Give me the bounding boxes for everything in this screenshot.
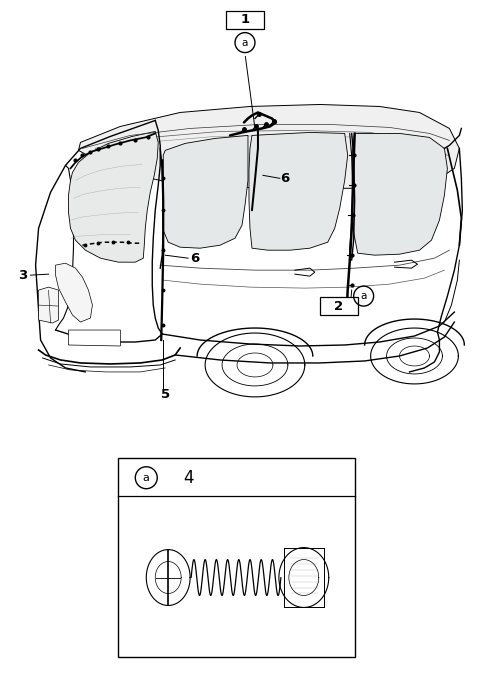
Text: 5: 5 [161, 388, 170, 401]
Polygon shape [38, 287, 59, 323]
Polygon shape [69, 131, 158, 262]
Polygon shape [56, 263, 93, 322]
Text: a: a [360, 291, 367, 301]
Text: 4: 4 [183, 469, 193, 486]
Polygon shape [249, 133, 348, 250]
Polygon shape [163, 135, 248, 248]
Text: 6: 6 [191, 251, 200, 264]
Polygon shape [69, 330, 120, 346]
Bar [226, 11, 264, 29]
Polygon shape [78, 104, 459, 188]
Text: 2: 2 [334, 300, 343, 313]
Polygon shape [31, 104, 462, 386]
Text: 1: 1 [240, 13, 250, 26]
Text: 6: 6 [280, 172, 289, 185]
Text: a: a [143, 473, 150, 483]
Bar [320, 297, 358, 315]
Polygon shape [353, 133, 447, 255]
Text: 3: 3 [18, 269, 27, 282]
Text: a: a [242, 38, 248, 47]
Bar [119, 458, 355, 657]
